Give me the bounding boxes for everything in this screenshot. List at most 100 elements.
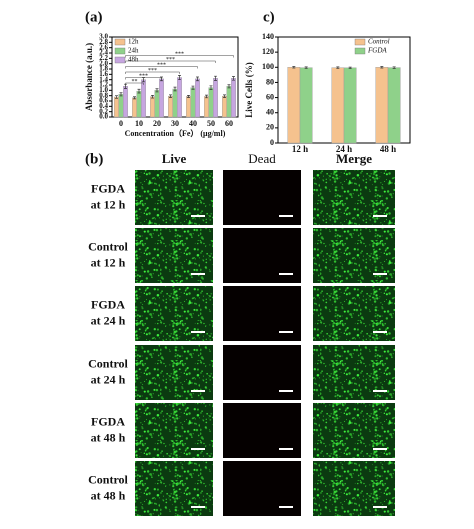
- row-label: Control: [88, 356, 128, 370]
- legend-label: FGDA: [367, 47, 387, 55]
- bar: [213, 78, 218, 118]
- error-bar: [119, 92, 123, 97]
- y-tick-label: 80: [266, 77, 274, 86]
- bar: [231, 78, 236, 118]
- error-bar: [392, 66, 396, 69]
- bar: [299, 67, 313, 144]
- error-bar: [227, 84, 231, 89]
- legend-label: 12h: [128, 38, 139, 46]
- x-tick-label: 60: [225, 119, 233, 128]
- error-bar: [187, 95, 190, 98]
- y-tick-label: 2.4: [99, 49, 108, 57]
- legend-label: 48h: [128, 56, 139, 64]
- y-tick-label: 0.4: [99, 102, 108, 110]
- error-bar: [196, 76, 199, 82]
- error-bar: [304, 66, 308, 69]
- error-bar: [205, 94, 208, 99]
- error-bar: [151, 95, 154, 99]
- legend-swatch: [114, 38, 126, 46]
- y-axis-label: Live Cells (%): [244, 62, 254, 118]
- y-tick-label: 0.0: [99, 113, 108, 121]
- bar: [208, 87, 214, 118]
- bar: [331, 67, 345, 144]
- y-tick-label: 140: [262, 32, 274, 41]
- y-tick-label: 3.0: [99, 33, 108, 41]
- error-bar: [115, 95, 118, 99]
- x-tick-label: 30: [171, 119, 179, 128]
- row-label: Control: [88, 239, 128, 253]
- legend-swatch: [354, 47, 366, 55]
- x-tick-label: 50: [207, 119, 215, 128]
- row-label: FGDA: [91, 297, 125, 311]
- bar: [195, 78, 200, 118]
- row-label: at 48 h: [91, 430, 126, 444]
- bar: [190, 87, 196, 118]
- legend-swatch: [114, 56, 126, 64]
- column-header: Dead: [248, 151, 276, 166]
- row-label: at 24 h: [91, 372, 126, 386]
- panel-label: c): [263, 9, 275, 25]
- y-tick-label: 1.8: [99, 65, 108, 73]
- error-bar: [232, 76, 235, 81]
- row-label: at 24 h: [91, 313, 126, 327]
- error-bar: [292, 66, 296, 69]
- y-tick-label: 2.2: [99, 54, 108, 62]
- error-bar: [137, 88, 141, 94]
- y-tick-label: 1.6: [99, 70, 108, 78]
- error-bar: [223, 94, 226, 98]
- x-tick-label: 0: [119, 119, 123, 128]
- y-tick-label: 0: [270, 138, 274, 147]
- y-tick-label: 120: [262, 47, 274, 56]
- error-bar: [209, 85, 213, 90]
- y-axis-label: Absorbance (a.u.): [84, 43, 94, 111]
- y-tick-label: 0.6: [99, 97, 108, 105]
- legend-label: Control: [368, 38, 390, 46]
- x-tick-label: 48 h: [380, 144, 396, 154]
- row-label: at 12 h: [91, 197, 126, 211]
- bar: [118, 94, 124, 118]
- bar: [343, 67, 357, 144]
- bar: [226, 86, 232, 118]
- bar: [168, 95, 173, 118]
- y-tick-label: 0.8: [99, 91, 108, 99]
- error-bar: [178, 75, 181, 81]
- error-bar: [336, 66, 340, 69]
- column-header: Live: [162, 151, 187, 166]
- legend-swatch: [354, 38, 366, 46]
- y-tick-label: 60: [266, 92, 274, 101]
- bar: [123, 86, 128, 118]
- bar: [150, 96, 155, 118]
- annotation: ***: [175, 51, 184, 57]
- error-bar: [214, 75, 217, 81]
- bar: [387, 67, 401, 144]
- error-bar: [155, 88, 159, 93]
- row-label: at 12 h: [91, 255, 126, 269]
- bar: [136, 90, 142, 118]
- error-bar: [191, 85, 195, 90]
- x-tick-label: 10: [135, 119, 143, 128]
- row-label: FGDA: [91, 414, 125, 428]
- error-bar: [133, 96, 136, 100]
- legend-label: 24h: [128, 47, 139, 55]
- y-tick-label: 40: [266, 108, 274, 117]
- bar: [141, 79, 146, 118]
- annotation: ***: [166, 57, 175, 63]
- y-tick-label: 100: [262, 62, 274, 71]
- bar: [154, 90, 160, 118]
- error-bar: [173, 86, 177, 92]
- bar: [172, 88, 178, 118]
- annotation: **: [132, 79, 138, 85]
- bar: [177, 77, 182, 118]
- bar: [287, 67, 301, 144]
- column-header: Merge: [336, 151, 372, 166]
- x-tick-label: 40: [189, 119, 197, 128]
- annotation: ***: [148, 68, 157, 74]
- error-bar: [380, 66, 384, 69]
- bar: [222, 95, 227, 118]
- bar: [375, 67, 389, 144]
- y-tick-label: 2.8: [99, 38, 108, 46]
- y-tick-label: 1.2: [99, 81, 108, 89]
- x-tick-label: 24 h: [336, 144, 352, 154]
- y-tick-label: 20: [266, 123, 274, 132]
